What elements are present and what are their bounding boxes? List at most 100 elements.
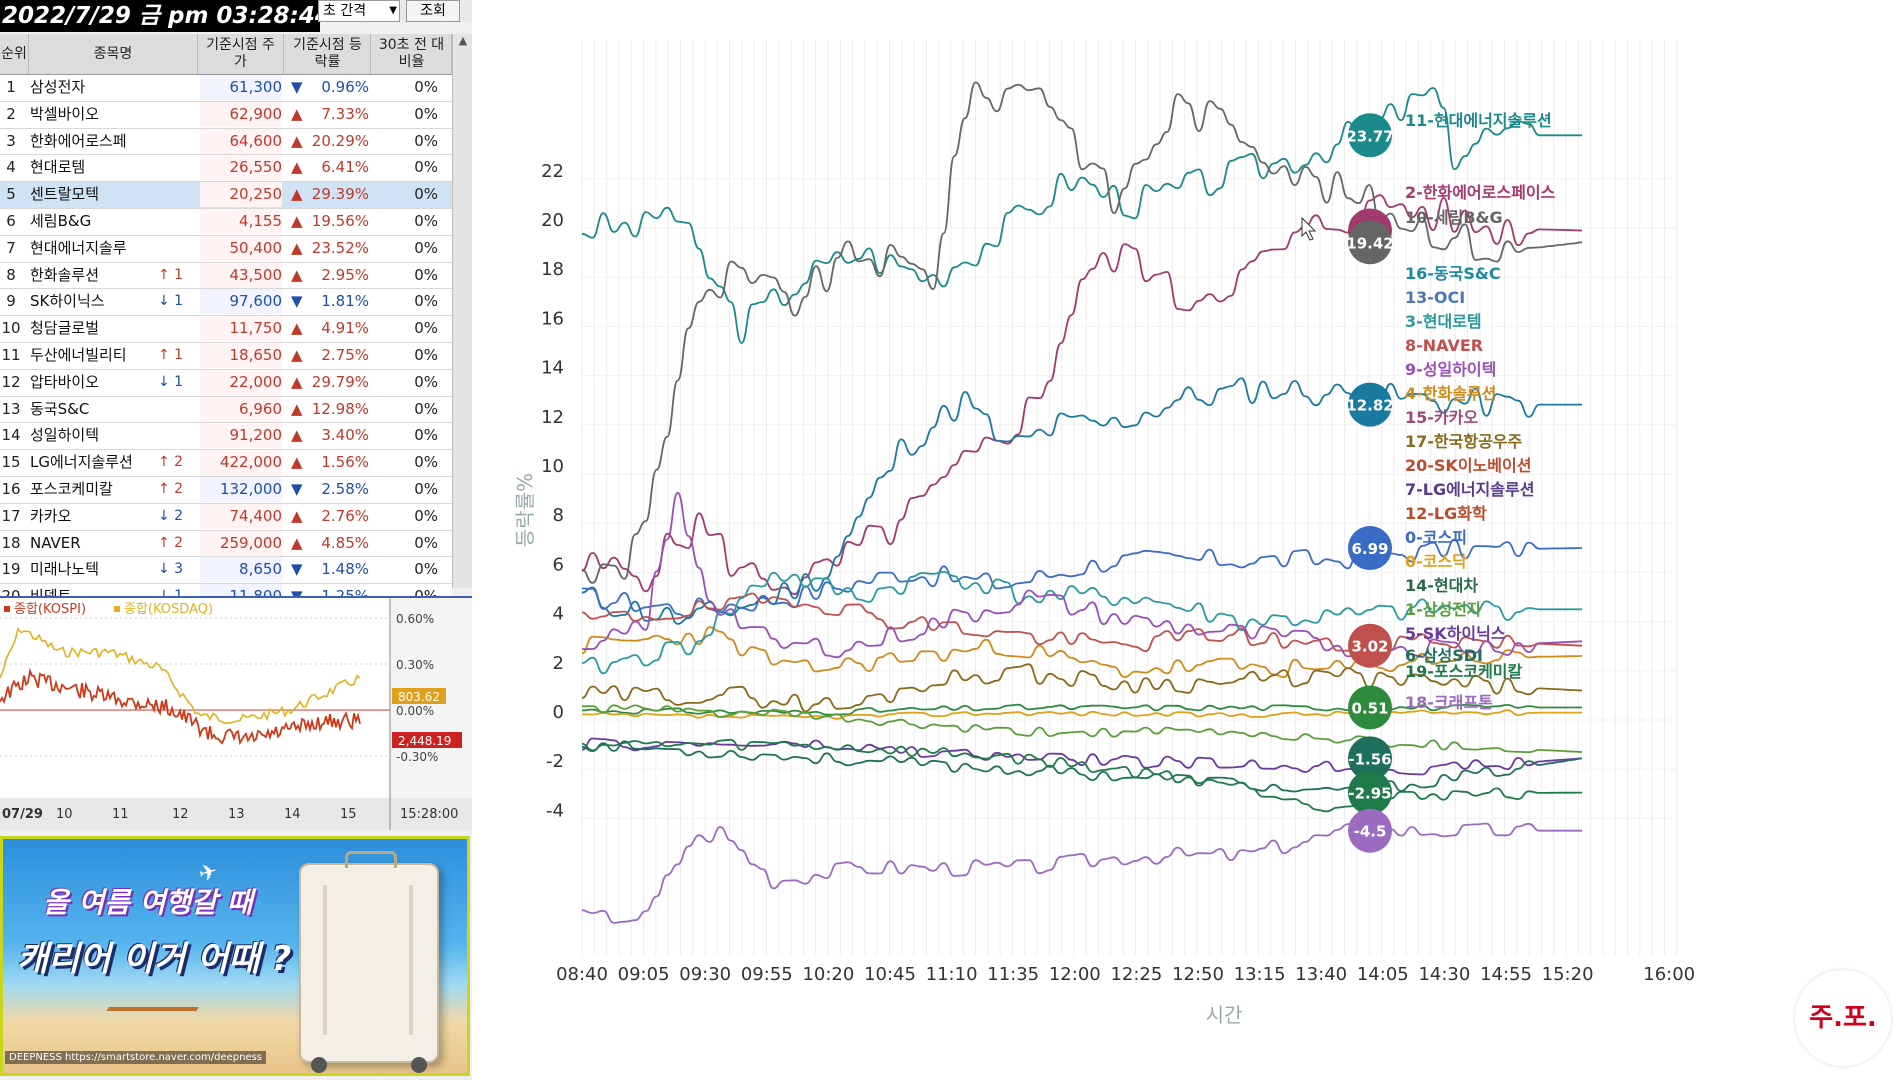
rate-cell: ▲ 1.56% (287, 450, 369, 475)
table-scrollbar[interactable]: ▲ (452, 34, 472, 588)
y-tick-label: 22 (541, 161, 564, 182)
table-row[interactable]: 13 동국S&C 6,960 ▲ 12.98% 0% (0, 396, 452, 424)
series-legend-label: 1-삼성전자 (1405, 600, 1482, 619)
rate-30s-cell: 0% (414, 292, 438, 311)
rank-change-cell: ↓ 1 (158, 293, 184, 310)
series-line (581, 822, 1582, 924)
series-end-badge (1348, 113, 1392, 158)
rate-30s-cell: 0% (414, 211, 438, 230)
rate-value: 23.52% (311, 238, 369, 257)
up-arrow-icon: ▲ (291, 319, 303, 338)
ad-banner[interactable]: 올 여름 여행갈 때 캐리어 이거 어때 ? ✈ DEEPNESS https:… (0, 836, 470, 1076)
series-line (581, 709, 1582, 720)
rate-cell: ▲ 2.76% (287, 504, 369, 529)
stock-name-cell: 성일하이텍 (30, 426, 100, 445)
col-rate[interactable]: 기준시점 등락률 (285, 34, 371, 74)
table-row[interactable]: 5 센트랄모텍 20,250 ▲ 29.39% 0% (0, 182, 452, 209)
price-cell: 22,000 (200, 369, 282, 395)
col-30s-rate[interactable]: 30초 전 대비율 (372, 34, 452, 74)
x-tick-label: 10:20 (802, 964, 854, 985)
rate-value: 6.41% (321, 158, 369, 177)
rate-30s-cell: 0% (414, 399, 438, 418)
up-arrow-icon: ▲ (291, 265, 303, 284)
series-legend-label: 8-NAVER (1405, 336, 1483, 355)
series-line (581, 538, 1583, 619)
price-cell: 422,000 (200, 450, 282, 476)
kospi-legend-swatch (4, 606, 10, 612)
y-tick-label: 2 (553, 653, 564, 674)
table-row[interactable]: 10 청담글로벌 11,750 ▲ 4.91% 0% (0, 316, 452, 343)
table-row[interactable]: 8 한화솔루션 ↑ 1 43,500 ▲ 2.95% 0% (0, 262, 452, 290)
rate-value: 4.85% (321, 533, 369, 552)
y-tick-label: 18 (541, 259, 564, 280)
table-row[interactable]: 12 압타바이오 ↓ 1 22,000 ▲ 29.79% 0% (0, 369, 452, 397)
y-tick-label: 12 (541, 407, 564, 428)
table-header: 순위 종목명 기준시점 주가 기준시점 등락률 30초 전 대비율 (0, 34, 452, 75)
col-name[interactable]: 종목명 (29, 34, 198, 74)
col-price[interactable]: 기준시점 주가 (198, 34, 284, 74)
series-legend-label: 18-크래프톤 (1405, 693, 1493, 712)
table-row[interactable]: 9 SK하이닉스 ↓ 1 97,600 ▼ 1.81% 0% (0, 289, 452, 317)
rank-change-cell: ↑ 2 (158, 454, 184, 471)
series-end-badge (1348, 770, 1392, 815)
table-row[interactable]: 18 NAVER ↑ 2 259,000 ▲ 4.85% 0% (0, 530, 452, 558)
x-tick-label: 10:45 (864, 964, 916, 985)
rank-cell: 7 (6, 238, 16, 257)
rate-value: 29.79% (311, 372, 369, 391)
price-cell: 132,000 (200, 476, 282, 502)
x-axis-label: 시간 (1206, 1003, 1243, 1027)
rate-cell: ▲ 4.85% (287, 531, 369, 556)
rank-change-cell: ↑ 1 (158, 346, 184, 363)
rank-cell: 8 (6, 265, 16, 284)
table-row[interactable]: 11 두산에너빌리티 ↑ 1 18,650 ▲ 2.75% 0% (0, 342, 452, 370)
table-row[interactable]: 19 미래나노텍 ↓ 3 8,650 ▼ 1.48% 0% (0, 557, 452, 585)
rank-cell: 15 (1, 453, 21, 472)
interval-select[interactable]: 초 간격 ▼ (318, 0, 400, 22)
stock-name-cell: 현대로템 (30, 158, 86, 177)
table-row[interactable]: 4 현대로템 26,550 ▲ 6.41% 0% (0, 155, 452, 183)
rank-cell: 1 (6, 78, 16, 96)
rate-cell: ▲ 3.40% (287, 423, 369, 448)
table-row[interactable]: 17 카카오 ↓ 2 74,400 ▲ 2.76% 0% (0, 503, 452, 531)
table-row[interactable]: 1 삼성전자 61,300 ▼ 0.96% 0% (0, 75, 452, 102)
mini-y-tick: -0.30% (396, 750, 438, 764)
rank-cell: 9 (6, 292, 16, 311)
series-line (581, 491, 1583, 659)
query-button[interactable]: 조회 (406, 0, 460, 22)
rate-30s-cell: 0% (414, 158, 438, 177)
mini-x-tick: 12 (172, 807, 189, 822)
series-legend-label: 13-OCI (1405, 288, 1465, 307)
scroll-up-icon[interactable]: ▲ (458, 34, 468, 47)
table-row[interactable]: 7 현대에너지솔루 50,400 ▲ 23.52% 0% (0, 235, 452, 263)
series-line (581, 737, 1583, 776)
stock-name-cell: 박셀바이오 (30, 104, 100, 123)
table-row[interactable]: 2 박셀바이오 62,900 ▲ 7.33% 0% (0, 101, 452, 129)
series-end-badge (1348, 526, 1392, 571)
up-arrow-icon: ▲ (291, 185, 303, 204)
series-end-badge (1348, 382, 1392, 427)
table-row[interactable]: 6 세림B&G 4,155 ▲ 19.56% 0% (0, 208, 452, 236)
up-arrow-icon: ▲ (291, 426, 303, 445)
series-end-badge (1348, 220, 1392, 265)
y-tick-label: 0 (553, 702, 564, 723)
up-arrow-icon: ▲ (291, 372, 303, 391)
up-arrow-icon: ▲ (291, 453, 303, 472)
rate-30s-cell: 0% (414, 560, 438, 579)
rate-cell: ▲ 12.98% (287, 397, 369, 422)
table-row[interactable]: 14 성일하이텍 91,200 ▲ 3.40% 0% (0, 423, 452, 451)
x-tick-label: 12:25 (1110, 964, 1162, 985)
table-row[interactable]: 16 포스코케미칼 ↑ 2 132,000 ▼ 2.58% 0% (0, 476, 452, 504)
chevron-down-icon: ▼ (389, 5, 397, 16)
rank-cell: 19 (1, 560, 21, 579)
table-row[interactable]: 15 LG에너지솔루션 ↑ 2 422,000 ▲ 1.56% 0% (0, 450, 452, 477)
rank-cell: 10 (1, 319, 21, 338)
rank-change-cell: ↑ 2 (158, 480, 184, 497)
price-cell: 62,900 (200, 101, 282, 127)
y-tick-label: 14 (541, 358, 564, 379)
table-row[interactable]: 3 한화에어로스페 64,600 ▲ 20.29% 0% (0, 128, 452, 156)
col-rank[interactable]: 순위 (0, 34, 29, 74)
series-end-badge (1348, 623, 1392, 668)
interval-label: 초 간격 (323, 3, 367, 19)
series-legend-label: 2-한화에어로스페이스 (1405, 183, 1556, 202)
